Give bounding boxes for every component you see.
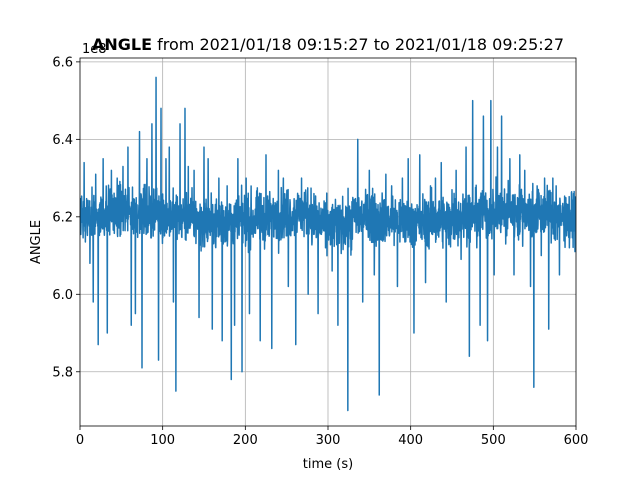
y-tick-label: 5.8 xyxy=(52,365,73,380)
y-offset-text: 1e8 xyxy=(82,42,107,57)
y-axis-ticks: 5.8 6.0 6.2 6.4 6.6 xyxy=(52,55,80,380)
y-tick-label: 6.4 xyxy=(52,133,73,148)
x-tick-label: 100 xyxy=(150,433,175,448)
x-tick-label: 200 xyxy=(233,433,258,448)
series-layer xyxy=(80,76,576,412)
y-tick-label: 6.2 xyxy=(52,210,73,225)
x-axis-ticks: 0 100 200 300 400 500 600 xyxy=(76,426,589,448)
y-tick-label: 6.6 xyxy=(52,55,73,70)
x-tick-label: 300 xyxy=(316,433,341,448)
x-tick-label: 500 xyxy=(481,433,506,448)
y-axis-label: ANGLE xyxy=(29,220,44,264)
x-axis-label: time (s) xyxy=(303,457,353,472)
angle-series-line xyxy=(80,76,576,412)
chart-title-bold: ANGLE xyxy=(92,35,152,54)
x-tick-label: 400 xyxy=(398,433,423,448)
chart-title-rest: from 2021/01/18 09:15:27 to 2021/01/18 0… xyxy=(152,35,564,54)
x-tick-label: 0 xyxy=(76,433,84,448)
chart-title: ANGLE from 2021/01/18 09:15:27 to 2021/0… xyxy=(92,35,564,54)
x-tick-label: 600 xyxy=(564,433,589,448)
y-tick-label: 6.0 xyxy=(52,288,73,303)
